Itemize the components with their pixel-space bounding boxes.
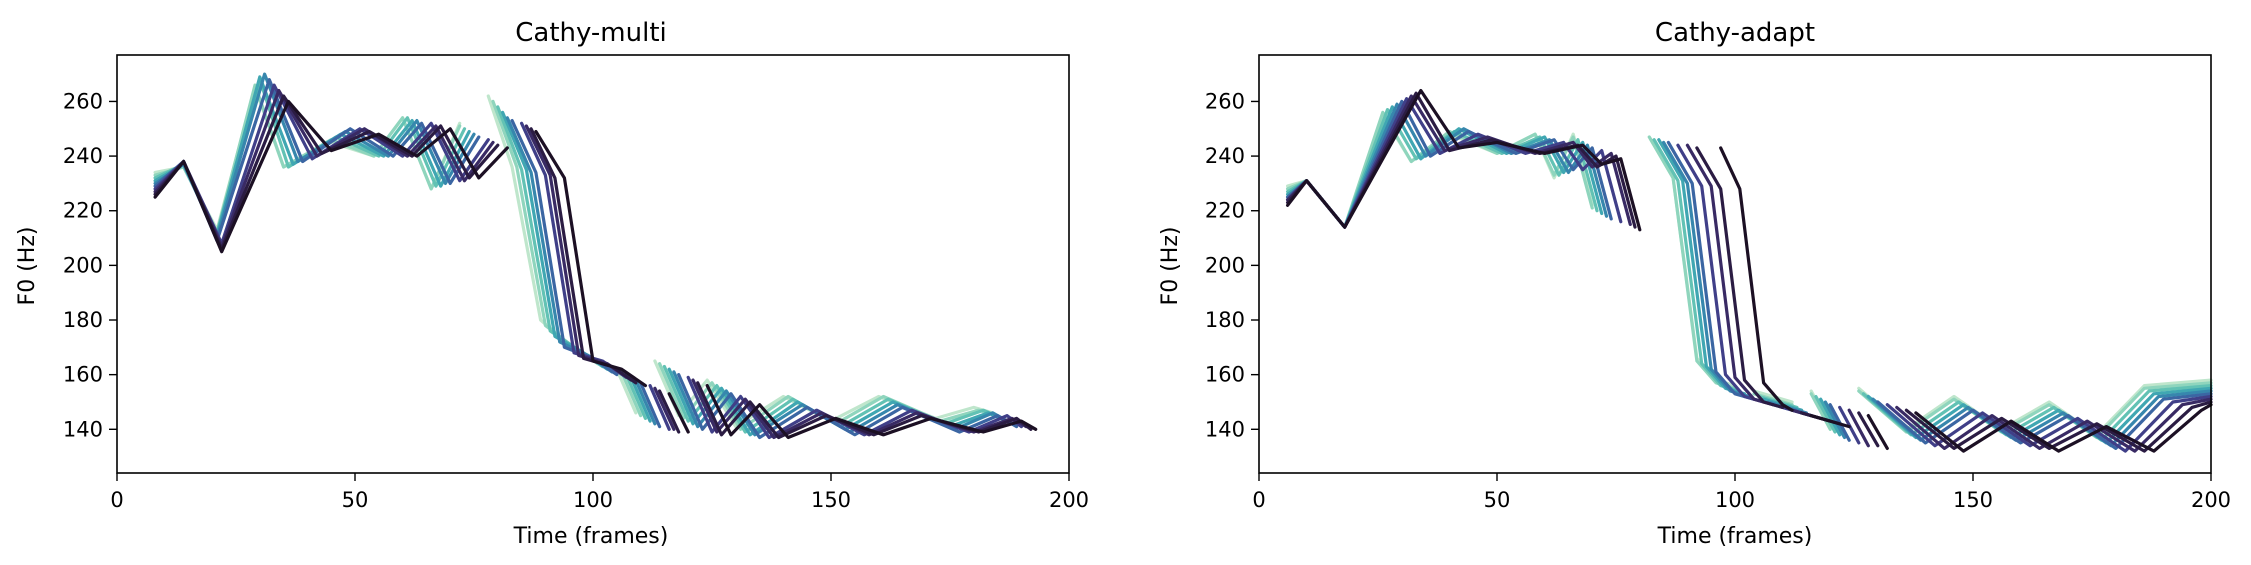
- series-line-9: [1286, 88, 2213, 453]
- x-tick-label-0: 0: [110, 488, 123, 512]
- chart-panel-cathy-adapt: Cathy-adapt Time (frames) F0 (Hz) 0 50 100…: [1158, 18, 2231, 549]
- y-tick-label-2: 180: [1205, 308, 1245, 332]
- series-line-6: [153, 83, 1023, 440]
- chart-title: Cathy-multi: [515, 18, 667, 48]
- plot-frame: [116, 54, 1070, 474]
- y-tick-label-2: 180: [63, 308, 103, 332]
- series-line-8: [153, 94, 1033, 440]
- x-tick-label-4: 200: [1049, 488, 1089, 512]
- y-axis-label: F0 (Hz): [1158, 227, 1183, 306]
- series-line-7: [153, 88, 1028, 440]
- series-line-9: [153, 99, 1038, 440]
- y-tick-label-6: 260: [1205, 89, 1245, 113]
- series-lines: [1286, 88, 2213, 453]
- y-tick-label-6: 260: [63, 89, 103, 113]
- y-tick-label-0: 140: [63, 417, 103, 441]
- ticks: 0 50 100 150 200 140 160 180 200 220 240 260: [1205, 89, 2231, 512]
- chart-panel-cathy-multi: Cathy-multi Time (frames) F0 (Hz) 0 50 100…: [15, 18, 1089, 549]
- y-tick-label-3: 200: [63, 253, 103, 277]
- x-tick-label-1: 50: [342, 488, 369, 512]
- x-tick-label-1: 50: [1484, 488, 1511, 512]
- ticks: 0 50 100 150 200 140 160 180 200 220 240 260: [63, 89, 1089, 512]
- series-line-5: [153, 78, 1019, 440]
- x-tick-label-0: 0: [1252, 488, 1265, 512]
- chart-title: Cathy-adapt: [1655, 18, 1815, 48]
- y-tick-label-1: 160: [1205, 363, 1245, 387]
- x-tick-label-3: 150: [1953, 488, 1993, 512]
- y-tick-label-0: 140: [1205, 417, 1245, 441]
- y-tick-label-3: 200: [1205, 253, 1245, 277]
- series-lines: [153, 72, 1038, 440]
- y-tick-label-5: 240: [1205, 144, 1245, 168]
- x-tick-label-4: 200: [2191, 488, 2231, 512]
- y-tick-label-4: 220: [63, 199, 103, 223]
- x-tick-label-2: 100: [573, 488, 613, 512]
- y-tick-label-5: 240: [63, 144, 103, 168]
- series-line-4: [153, 72, 1014, 437]
- x-tick-label-2: 100: [1715, 488, 1755, 512]
- y-tick-label-4: 220: [1205, 199, 1245, 223]
- plot-frame: [1258, 54, 2212, 474]
- x-axis-label: Time (frames): [1657, 524, 1813, 549]
- y-tick-label-1: 160: [63, 363, 103, 387]
- x-axis-label: Time (frames): [513, 524, 669, 549]
- x-tick-label-3: 150: [811, 488, 851, 512]
- y-axis-label: F0 (Hz): [15, 227, 40, 306]
- series-line-3: [153, 75, 1009, 437]
